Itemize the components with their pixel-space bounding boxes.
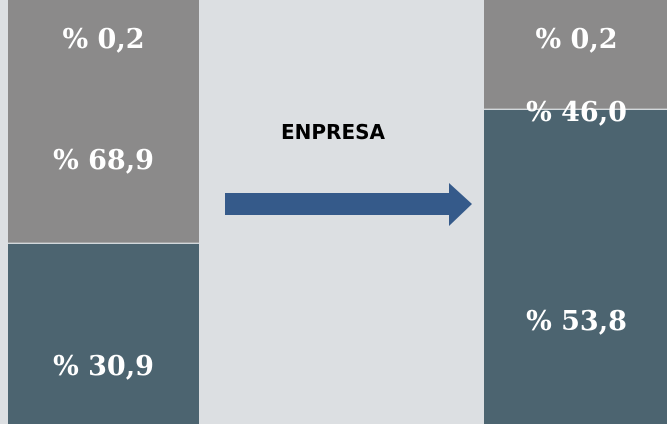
annotation-label: ENPRESA	[281, 120, 386, 144]
bar-2-label-top: % 0,2	[535, 24, 617, 55]
bar-2: % 53,8 % 46,0 % 0,2	[484, 0, 667, 424]
arrow-shaft	[225, 193, 451, 215]
bar-2-segment-middle	[484, 0, 667, 110]
bar-1-label-bottom: % 30,9	[53, 351, 154, 382]
bar-2-segment-bottom	[484, 109, 667, 424]
bar-1: % 30,9 % 68,9 % 0,2	[8, 0, 199, 424]
bar-2-label-middle: % 46,0	[526, 97, 627, 128]
bars-layer: % 30,9 % 68,9 % 0,2 % 53,8 % 46,0 % 0,2	[8, 0, 667, 424]
bar-1-label-middle: % 68,9	[53, 145, 154, 176]
right-arrow-icon	[225, 183, 472, 226]
bar-1-segment-middle	[8, 0, 199, 244]
annotation-layer: ENPRESA	[225, 120, 472, 226]
bar-2-label-bottom: % 53,8	[526, 306, 627, 337]
bar-1-label-top: % 0,2	[62, 24, 144, 55]
bar-1-segment-bottom	[8, 243, 199, 424]
arrow-head	[449, 183, 472, 226]
